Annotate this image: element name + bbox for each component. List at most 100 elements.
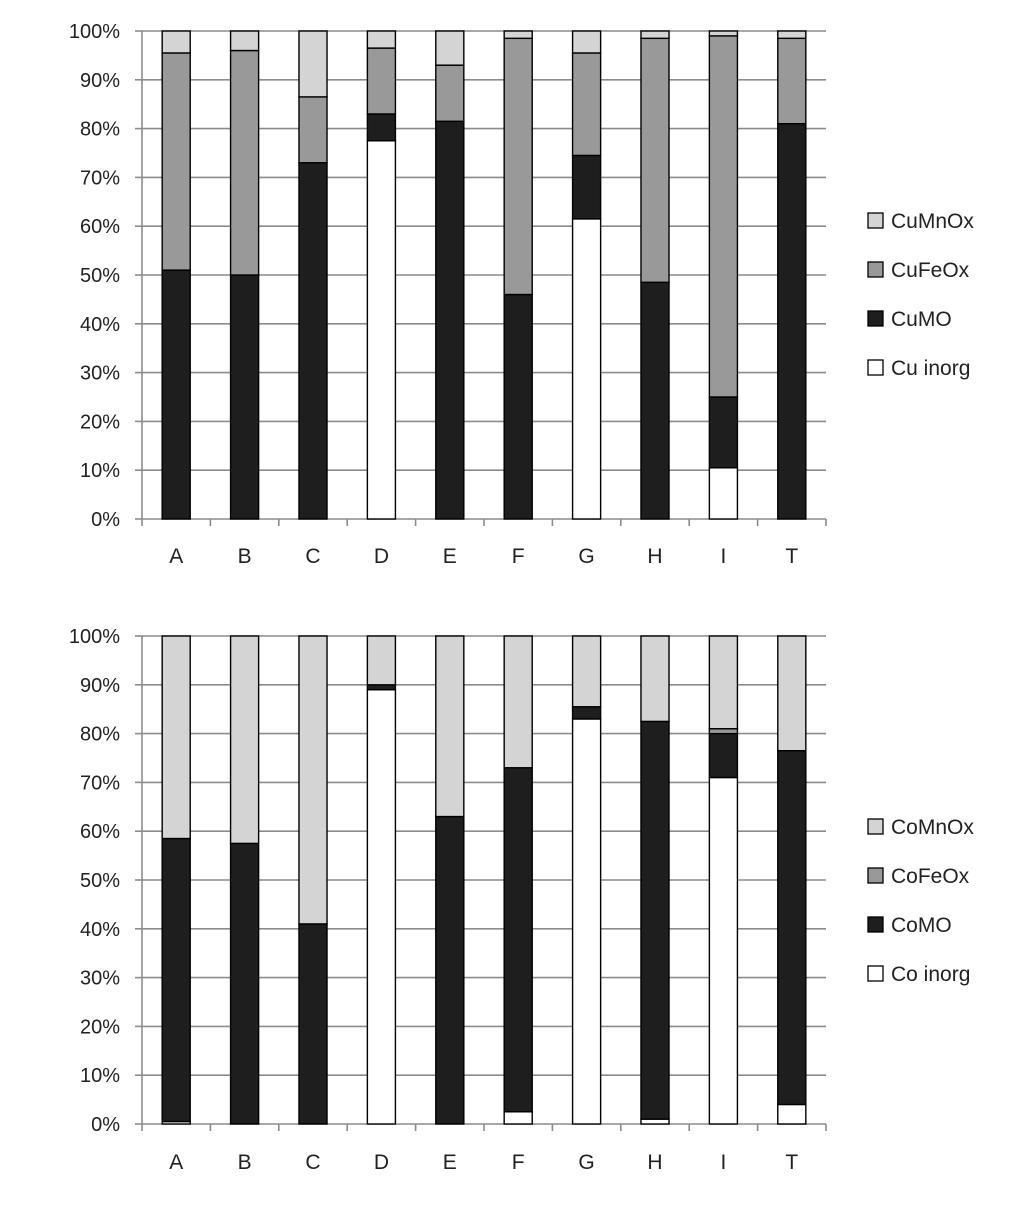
bar-segment-cu-inorg-d bbox=[366, 140, 397, 520]
x-tick-label: T bbox=[785, 545, 798, 568]
legend-swatch bbox=[867, 261, 884, 278]
bar-segment-comnox-h bbox=[640, 635, 670, 723]
bar-segment-comnox-f bbox=[503, 635, 533, 769]
bar-segment-cumnox-a bbox=[161, 30, 191, 54]
bar-segment-comnox-i bbox=[708, 635, 739, 730]
bar-segment-cumo-t bbox=[777, 123, 807, 520]
y-tick-label: 0% bbox=[91, 509, 120, 531]
bar-segment-como-c bbox=[298, 923, 328, 1125]
bar-segment-comnox-a bbox=[161, 635, 191, 840]
y-tick-label: 70% bbox=[80, 167, 120, 189]
bar-segment-cofeox-i bbox=[708, 728, 739, 735]
bar-segment-cufeox-d bbox=[366, 47, 397, 115]
bar-segment-cumo-i bbox=[708, 396, 739, 469]
y-tick-label: 100% bbox=[69, 21, 120, 43]
y-tick-label: 90% bbox=[80, 675, 120, 697]
x-tick-label: C bbox=[305, 1151, 320, 1174]
y-tick-label: 10% bbox=[80, 1065, 120, 1087]
bar-segment-co-inorg-i bbox=[708, 776, 739, 1125]
y-tick-label: 50% bbox=[80, 265, 120, 287]
y-tick-label: 80% bbox=[80, 724, 120, 746]
legend-label: CoMO bbox=[891, 914, 952, 937]
x-tick-label: D bbox=[374, 545, 389, 568]
bar-segment-cumnox-t bbox=[777, 30, 807, 40]
legend-label: Cu inorg bbox=[891, 357, 970, 380]
bar-segment-como-a bbox=[161, 837, 191, 1123]
bar-segment-como-e bbox=[435, 815, 465, 1125]
bar-segment-cumnox-g bbox=[571, 30, 602, 54]
bar-segment-comnox-d bbox=[366, 635, 397, 686]
y-tick-label: 50% bbox=[80, 870, 120, 892]
x-tick-label: B bbox=[238, 1151, 252, 1174]
y-tick-label: 40% bbox=[80, 919, 120, 941]
bar-segment-cufeox-g bbox=[571, 52, 602, 157]
y-tick-label: 60% bbox=[80, 216, 120, 238]
bar-segment-comnox-g bbox=[571, 635, 602, 708]
y-tick-label: 30% bbox=[80, 968, 120, 990]
x-tick-label: F bbox=[512, 1151, 525, 1174]
bar-segment-cumnox-b bbox=[229, 30, 260, 52]
bar-segment-cufeox-a bbox=[161, 52, 191, 271]
bar-segment-cumo-e bbox=[435, 120, 465, 520]
y-tick-label: 40% bbox=[80, 314, 120, 336]
x-tick-label: F bbox=[512, 545, 525, 568]
y-tick-label: 30% bbox=[80, 363, 120, 385]
bar-segment-cumo-g bbox=[571, 154, 602, 220]
y-tick-label: 0% bbox=[91, 1114, 120, 1136]
legend-label: Co inorg bbox=[891, 963, 970, 986]
bar-segment-cumnox-f bbox=[503, 30, 533, 40]
y-tick-label: 20% bbox=[80, 411, 120, 433]
y-tick-label: 90% bbox=[80, 70, 120, 92]
bar-segment-como-d bbox=[366, 684, 397, 691]
y-tick-label: 60% bbox=[80, 821, 120, 843]
legend-label: CuMO bbox=[891, 308, 952, 331]
bar-segment-como-t bbox=[777, 749, 807, 1106]
bar-segment-co-inorg-t bbox=[777, 1103, 807, 1125]
bar-segment-comnox-c bbox=[298, 635, 328, 925]
bar-segment-comnox-e bbox=[435, 635, 465, 818]
bar-segment-cufeox-h bbox=[640, 37, 670, 284]
x-tick-label: I bbox=[720, 1151, 726, 1174]
legend-swatch bbox=[867, 310, 884, 327]
bar-segment-comnox-b bbox=[229, 635, 260, 845]
legend-swatch bbox=[867, 359, 884, 376]
legend-swatch bbox=[867, 867, 884, 884]
bar-segment-cumnox-i bbox=[708, 30, 739, 37]
y-tick-label: 70% bbox=[80, 772, 120, 794]
bar-segment-cufeox-i bbox=[708, 35, 739, 398]
bar-segment-cumnox-h bbox=[640, 30, 670, 40]
bar-segment-cumo-c bbox=[298, 162, 328, 520]
x-tick-label: A bbox=[169, 1151, 183, 1174]
x-tick-label: I bbox=[720, 545, 726, 568]
bar-segment-cumo-d bbox=[366, 113, 397, 142]
co-fractions-chart: 0% 10% 20% 30% 40% 50% 60% 70% 80% 90% 100% A B C D E F G… bbox=[69, 626, 975, 1174]
x-tick-label: G bbox=[578, 545, 594, 568]
x-tick-label: B bbox=[238, 545, 252, 568]
bar-segment-cumnox-d bbox=[366, 30, 397, 49]
bar-segment-co-inorg-f bbox=[503, 1111, 533, 1125]
x-tick-label: D bbox=[374, 1151, 389, 1174]
y-tick-label: 80% bbox=[80, 119, 120, 141]
bar-segment-cufeox-e bbox=[435, 64, 465, 122]
legend-label: CuMnOx bbox=[891, 210, 974, 233]
bar-segment-como-g bbox=[571, 706, 602, 720]
bar-segment-cufeox-t bbox=[777, 37, 807, 125]
bar-segment-como-h bbox=[640, 720, 670, 1120]
x-tick-label: C bbox=[305, 545, 320, 568]
bar-segment-comnox-t bbox=[777, 635, 807, 752]
x-tick-label: G bbox=[578, 1151, 594, 1174]
bar-segment-co-inorg-g bbox=[571, 718, 602, 1125]
bar-segment-cumnox-c bbox=[298, 30, 328, 98]
y-tick-label: 10% bbox=[80, 460, 120, 482]
x-tick-label: E bbox=[443, 1151, 457, 1174]
cu-fractions-chart: 0% 10% 20% 30% 40% 50% 60% 70% 80% 90% 100% A B C D E F G… bbox=[69, 21, 975, 568]
bar-segment-cumnox-e bbox=[435, 30, 465, 66]
y-tick-label: 100% bbox=[69, 626, 120, 648]
y-tick-label: 20% bbox=[80, 1016, 120, 1038]
bar-segment-co-inorg-h bbox=[640, 1118, 670, 1125]
bar-segment-cufeox-f bbox=[503, 37, 533, 296]
bar-segment-como-f bbox=[503, 767, 533, 1113]
x-tick-label: E bbox=[443, 545, 457, 568]
x-tick-label: H bbox=[647, 1151, 662, 1174]
